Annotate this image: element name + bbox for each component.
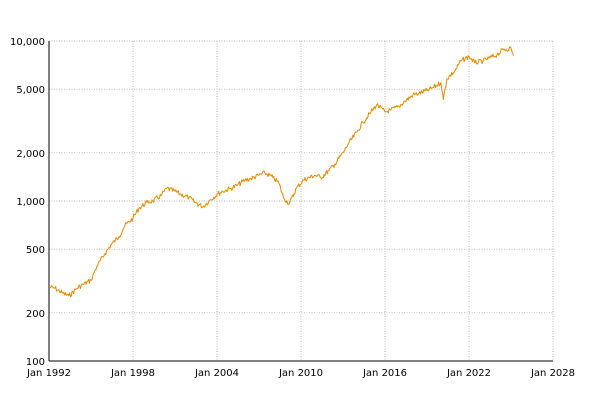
y-tick-label: 2,000 xyxy=(16,149,45,160)
y-tick-label: 500 xyxy=(26,245,45,256)
tick-labels: 100 200 500 1,000 2,000 5,000 10,000 Jan 1992 Ja… xyxy=(10,37,575,379)
y-tick-label: 200 xyxy=(26,309,45,320)
y-tick-label: 1,000 xyxy=(16,197,45,208)
x-tick-label: Jan 2016 xyxy=(362,368,407,379)
x-tick-label: Jan 2004 xyxy=(194,368,239,379)
x-tick-label: Jan 2028 xyxy=(530,368,575,379)
x-tick-label: Jan 1992 xyxy=(26,368,71,379)
x-tick-label: Jan 2010 xyxy=(278,368,323,379)
x-tick-label: Jan 2022 xyxy=(446,368,491,379)
y-tick-label: 10,000 xyxy=(10,37,45,48)
grid-lines xyxy=(49,40,554,362)
series-layer xyxy=(48,46,514,298)
y-tick-label: 5,000 xyxy=(16,85,45,96)
x-tick-label: Jan 1998 xyxy=(110,368,155,379)
y-tick-label: 100 xyxy=(26,357,45,368)
chart-axes xyxy=(48,41,553,362)
series-line xyxy=(48,46,514,298)
